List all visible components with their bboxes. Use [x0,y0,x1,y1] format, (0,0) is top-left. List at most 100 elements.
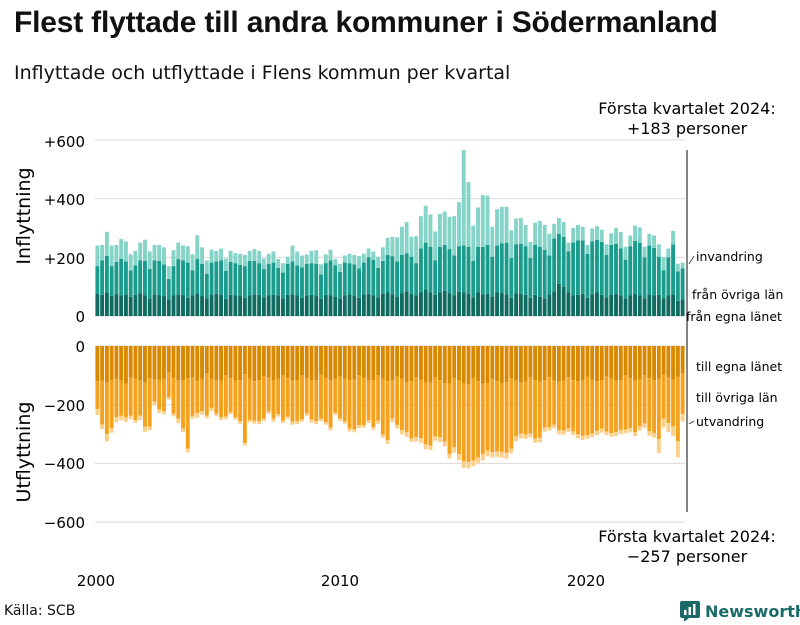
bar-utflyttning-utvandring [628,428,633,433]
bar-utflyttning-ovriga-lan [166,372,171,398]
bar-inflyttning-invandring [504,206,509,243]
top-ytick-label: +200 [44,250,85,268]
bar-inflyttning-invandring [637,227,642,243]
bar-utflyttning-ovriga-lan [100,380,105,425]
bar-utflyttning-egna-lanet [395,346,400,377]
bar-utflyttning-utvandring [290,421,295,425]
top-ytick-label: +400 [44,191,85,209]
bar-inflyttning-invandring [533,222,538,245]
bar-inflyttning-ovriga-lan [595,239,599,293]
bar-utflyttning-egna-lanet [323,346,328,379]
bar-inflyttning-invandring [138,242,143,261]
bar-utflyttning-egna-lanet [376,346,381,376]
bar-utflyttning-utvandring [552,424,557,429]
bar-utflyttning-ovriga-lan [119,380,124,416]
bar-inflyttning-ovriga-lan [442,244,447,291]
bar-inflyttning-egna-lanet [347,294,352,316]
bar-inflyttning-ovriga-lan [228,262,233,295]
bar-utflyttning-utvandring [295,421,300,425]
bar-inflyttning-ovriga-lan [276,267,281,296]
bar-utflyttning-utvandring [637,426,642,431]
bar-utflyttning-ovriga-lan [280,375,285,421]
bar-inflyttning-ovriga-lan [143,260,147,296]
bar-inflyttning-invandring [442,211,447,245]
bars-layer [95,149,685,469]
bar-utflyttning-utvandring [390,418,395,423]
bar-inflyttning-ovriga-lan [328,260,333,296]
bar-inflyttning-egna-lanet [328,295,333,316]
bar-utflyttning-ovriga-lan [561,380,566,431]
brand-logo[interactable]: Newsworthy [680,601,800,621]
bar-inflyttning-invandring [452,216,457,256]
bar-utflyttning-utvandring [566,428,571,432]
bar-utflyttning-egna-lanet [214,346,219,381]
series-label-fran-ovriga: från övriga län [692,287,783,302]
bar-utflyttning-ovriga-lan [123,383,128,418]
bar-utflyttning-ovriga-lan [138,380,143,416]
bar-inflyttning-egna-lanet [523,294,528,316]
bar-utflyttning-ovriga-lan [200,378,205,412]
bar-utflyttning-ovriga-lan [542,380,547,428]
bar-utflyttning-ovriga-lan [633,380,637,432]
bar-inflyttning-ovriga-lan [533,244,538,295]
bar-inflyttning-ovriga-lan [509,257,514,298]
bar-utflyttning-egna-lanet [561,346,566,381]
bar-inflyttning-invandring [490,226,495,257]
bar-inflyttning-egna-lanet [323,294,328,316]
bar-inflyttning-ovriga-lan [280,272,285,299]
bar-inflyttning-invandring [457,202,461,247]
bar-inflyttning-ovriga-lan [418,248,423,293]
bar-utflyttning-egna-lanet [285,346,290,379]
bar-utflyttning-ovriga-lan [523,381,528,435]
bar-inflyttning-ovriga-lan [618,248,623,296]
bar-inflyttning-invandring [333,259,338,266]
bar-utflyttning-utvandring [328,427,333,431]
bar-utflyttning-utvandring [119,415,124,421]
bar-inflyttning-egna-lanet [423,289,428,316]
bar-inflyttning-ovriga-lan [323,263,328,295]
bar-utflyttning-egna-lanet [390,346,395,381]
bar-inflyttning-invandring [514,218,519,245]
bar-inflyttning-egna-lanet [590,294,595,316]
bar-utflyttning-utvandring [452,447,457,453]
bar-inflyttning-invandring [314,250,319,264]
bar-inflyttning-egna-lanet [471,297,476,316]
bar-utflyttning-ovriga-lan [157,380,162,410]
bar-inflyttning-ovriga-lan [290,261,295,295]
bar-utflyttning-utvandring [623,429,628,434]
bar-utflyttning-ovriga-lan [390,380,395,419]
bar-utflyttning-egna-lanet [633,346,637,381]
bar-utflyttning-utvandring [399,430,404,435]
bar-inflyttning-egna-lanet [290,294,295,316]
bar-utflyttning-ovriga-lan [490,378,495,453]
bar-inflyttning-egna-lanet [157,294,162,316]
bar-utflyttning-egna-lanet [233,346,238,381]
bar-utflyttning-ovriga-lan [309,380,314,420]
bar-utflyttning-ovriga-lan [300,375,304,420]
bar-inflyttning-ovriga-lan [675,271,680,301]
bar-inflyttning-ovriga-lan [542,249,547,299]
bar-utflyttning-ovriga-lan [447,383,452,455]
bar-utflyttning-egna-lanet [252,346,257,382]
bar-utflyttning-utvandring [238,421,243,425]
bar-inflyttning-egna-lanet [257,294,262,316]
bar-inflyttning-egna-lanet [552,291,557,316]
bar-inflyttning-egna-lanet [528,297,533,316]
bar-inflyttning-egna-lanet [428,292,433,316]
bar-utflyttning-egna-lanet [604,346,609,376]
newsworthy-logo-icon [680,601,700,621]
bar-inflyttning-ovriga-lan [490,256,495,297]
bar-utflyttning-utvandring [523,434,528,439]
bar-inflyttning-ovriga-lan [447,249,452,294]
bar-utflyttning-egna-lanet [109,346,114,380]
bar-utflyttning-egna-lanet [461,346,466,384]
bar-utflyttning-egna-lanet [433,346,438,378]
bar-utflyttning-egna-lanet [280,346,285,376]
bar-inflyttning-ovriga-lan [390,256,395,295]
bar-utflyttning-ovriga-lan [181,380,185,429]
bar-utflyttning-ovriga-lan [480,383,485,455]
bar-utflyttning-egna-lanet [495,346,500,382]
bar-inflyttning-egna-lanet [128,296,133,316]
bar-utflyttning-ovriga-lan [571,380,576,432]
bar-inflyttning-egna-lanet [504,294,509,316]
